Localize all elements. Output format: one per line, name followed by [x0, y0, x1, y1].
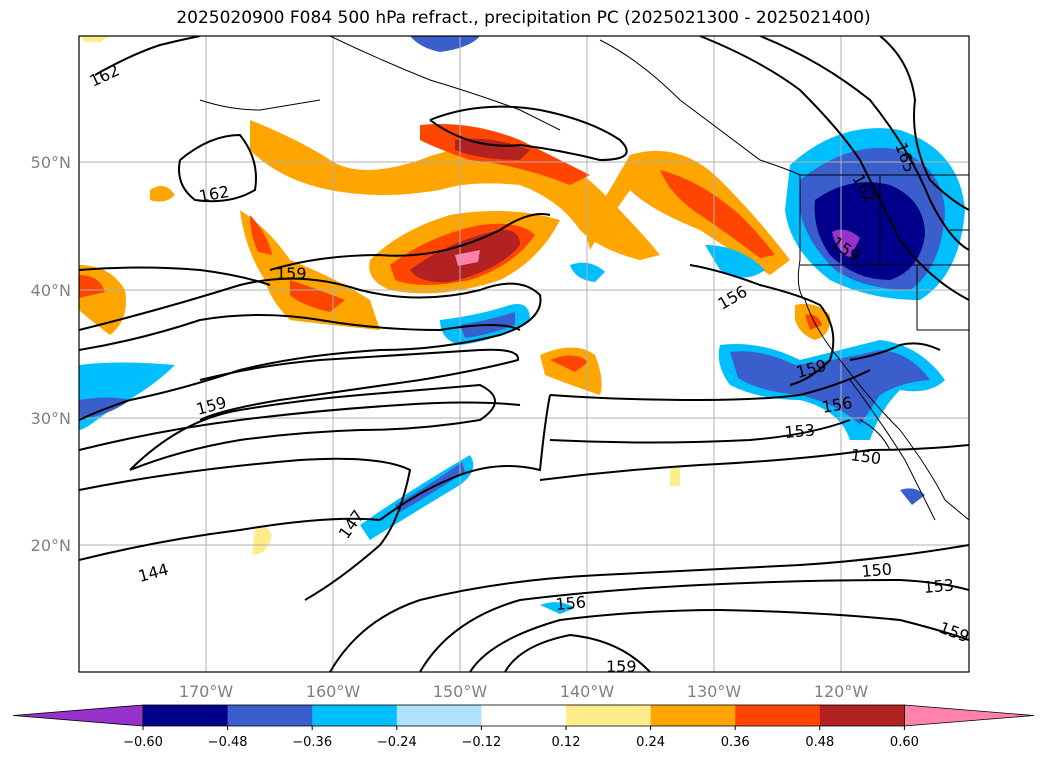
colorbar-tick-label: −0.48: [208, 735, 248, 750]
colorbar-segment: [481, 705, 567, 726]
colorbar-tick-label: 0.36: [721, 735, 750, 750]
contour-label: 153: [923, 575, 955, 597]
lon-label: 120°W: [814, 682, 869, 701]
colorbar: −0.60 −0.48 −0.36 −0.24 −0.12 0.12 0.24 0.36 0.4…: [12, 704, 1035, 750]
colorbar-segment: [143, 705, 229, 726]
height-contours: [79, 36, 969, 672]
lon-label: 130°W: [687, 682, 742, 701]
precip-area-positive: [455, 138, 530, 160]
lon-label: 150°W: [433, 682, 488, 701]
precip-area-negative: [540, 602, 575, 614]
colorbar-segment: [735, 705, 821, 726]
colorbar-segment: [566, 705, 652, 726]
precip-area-negative: [705, 245, 765, 278]
precip-area-positive: [79, 275, 105, 298]
map-frame: [78, 35, 970, 673]
precip-area-positive: [670, 466, 680, 486]
lon-label: 170°W: [179, 682, 234, 701]
coastlines: [199, 36, 969, 521]
precip-area-positive: [80, 36, 110, 42]
colorbar-tick-label: −0.36: [292, 735, 332, 750]
lat-label: 50°N: [31, 153, 71, 172]
precip-area-positive: [290, 280, 345, 312]
contour-label: 156: [555, 592, 587, 614]
precip-area-negative: [900, 488, 925, 505]
precip-area-negative: [730, 350, 930, 425]
colorbar-tick-label: 0.24: [636, 735, 665, 750]
lat-label: 40°N: [31, 281, 71, 300]
precip-area-positive: [250, 215, 272, 255]
colorbar-tick-label: 0.12: [552, 735, 581, 750]
colorbar-segment: [396, 705, 482, 726]
precip-shading: [79, 36, 965, 614]
precip-area-negative: [832, 229, 860, 258]
contour-label: 150: [849, 445, 882, 468]
colorbar-tick-label: −0.24: [377, 735, 417, 750]
latitude-labels: 50°N 40°N 30°N 20°N: [31, 153, 71, 555]
colorbar-tick-label: −0.12: [461, 735, 501, 750]
precip-area-positive: [585, 150, 790, 275]
precip-area-positive: [550, 355, 588, 372]
lat-label: 20°N: [31, 536, 71, 555]
precip-area-positive: [150, 186, 175, 202]
contour-label: 159: [276, 264, 307, 283]
colorbar-segment: [650, 705, 736, 726]
precip-area-positive: [455, 250, 480, 266]
precip-area-positive: [660, 170, 775, 258]
precip-area-positive: [250, 120, 660, 260]
lon-label: 140°W: [560, 682, 615, 701]
precip-area-positive: [252, 526, 272, 555]
colorbar-segment: [227, 705, 313, 726]
precip-area-negative: [410, 36, 480, 52]
colorbar-extend-min: [12, 704, 144, 727]
colorbar-segment: [312, 705, 398, 726]
colorbar-extend-max: [904, 704, 1035, 727]
contour-label: 153: [784, 420, 816, 442]
precip-area-positive: [805, 314, 822, 330]
colorbar-tick-label: 0.60: [890, 735, 919, 750]
colorbar-tick-label: 0.48: [805, 735, 834, 750]
map-title: 2025020900 F084 500 hPa refract., precip…: [176, 8, 871, 28]
lat-label: 30°N: [31, 409, 71, 428]
colorbar-tick-label: −0.60: [123, 735, 163, 750]
contour-label: 150: [861, 559, 893, 581]
colorbar-frame: [142, 704, 905, 727]
precip-area-negative: [395, 462, 465, 512]
lon-label: 160°W: [306, 682, 361, 701]
colorbar-segment: [819, 705, 905, 726]
precip-area-negative: [814, 182, 925, 280]
contour-label: 159: [606, 657, 637, 676]
longitude-labels: 170°W 160°W 150°W 140°W 130°W 120°W: [179, 682, 869, 701]
